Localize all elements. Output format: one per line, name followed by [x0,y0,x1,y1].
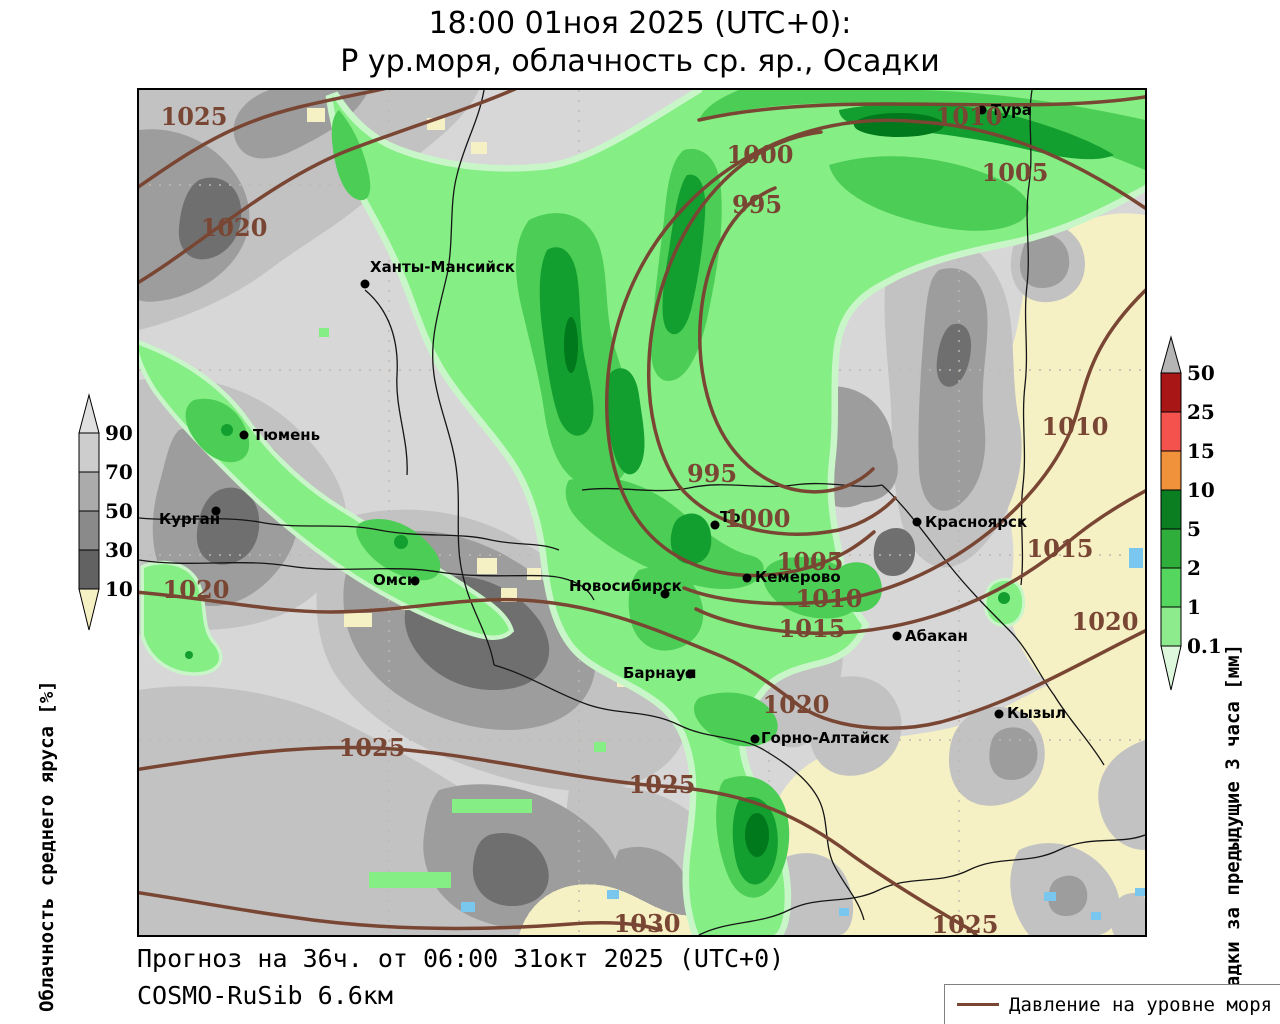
isobar-label: 1005 [776,547,844,576]
isobar-label: 1010 [935,102,1003,131]
svg-text:50: 50 [105,499,133,523]
city-marker [410,576,420,586]
city-marker [710,520,720,530]
city-marker [239,430,249,440]
city-label: Кызыл [1007,704,1067,722]
city-label: Тюмень [253,426,321,444]
svg-text:15: 15 [1187,439,1215,463]
page-title-datetime: 18:00 01ноя 2025 (UTC+0): [428,6,852,41]
isobar-label: 1015 [1026,534,1094,563]
weather-map [139,90,1145,935]
page-title-variables: P ур.моря, облачность ср. яр., Осадки [340,44,940,79]
isobar-label: 995 [686,459,738,488]
city-label: Ханты-Мансийск [370,258,515,276]
cloudiness-colorbar-title: Облачность среднего яруса [%] [36,680,58,1012]
svg-text:0.1: 0.1 [1187,634,1222,658]
isobar-label: 1010 [1041,412,1109,441]
svg-text:5: 5 [1187,517,1201,541]
forecast-info-line: Прогноз на 36ч. от 06:00 31окт 2025 (UTC… [137,944,785,973]
isobar-label: 1020 [162,575,230,604]
isobar-label: 1030 [613,909,681,938]
isobar-label: 1000 [723,504,791,533]
city-label: Курган [159,510,221,528]
isobar-label: 1025 [931,910,999,939]
city-marker [750,734,760,744]
isobar-label: 1010 [795,584,863,613]
weather-map-frame: Тура Ханты-Мансийск Тюмень Курган Омск Новоси… [137,88,1147,937]
isobar-label: 1020 [200,213,268,242]
svg-text:25: 25 [1187,400,1215,424]
city-label: Кемерово [755,568,841,586]
city-marker [742,573,752,583]
isobar-label: 1025 [628,770,696,799]
svg-text:1: 1 [1187,595,1201,619]
region-borders [139,90,1145,935]
city-marker [977,105,987,115]
isobar-label: 1015 [778,614,846,643]
model-info-line: COSMO-RuSib 6.6км [137,981,393,1010]
city-marker [892,631,902,641]
city-label: То [720,508,741,526]
isobars [139,90,1145,935]
pressure-legend-box: Давление на уровне моря [944,984,1280,1024]
svg-text:70: 70 [105,460,133,484]
isobar-label: 1020 [1071,607,1139,636]
isobar-label: 995 [731,190,783,219]
city-label: Омск [373,571,418,589]
svg-text:30: 30 [105,538,133,562]
svg-text:10: 10 [1187,478,1215,502]
city-marker [360,279,370,289]
isobar-label: 1025 [338,733,406,762]
svg-text:90: 90 [105,421,133,445]
cloudiness-colorbar: 90 70 50 30 10 [78,393,133,631]
city-label: Барнаул [623,664,697,682]
isobar-label: 1020 [762,690,830,719]
isobar-label: 1005 [981,158,1049,187]
precip-colorbar: 50 25 15 10 5 2 1 0.1 [1160,335,1222,691]
city-label: Горно-Алтайск [761,729,890,747]
pressure-legend-label: Давление на уровне моря [1009,994,1273,1016]
pressure-line-sample [957,1003,999,1006]
city-marker [685,669,695,679]
isobar-label: 1025 [160,102,228,131]
city-label: Новосибирск [569,577,682,595]
map-label-overlay: Тура Ханты-Мансийск Тюмень Курган Омск Новоси… [139,90,1145,939]
water-bodies [461,548,1145,920]
svg-text:50: 50 [1187,361,1215,385]
city-marker [660,589,670,599]
svg-text:2: 2 [1187,556,1201,580]
isobar-label: 1000 [726,140,794,169]
city-marker [211,506,221,516]
city-label: Абакан [905,627,968,645]
svg-text:10: 10 [105,577,133,601]
city-label: Тура [991,101,1032,119]
city-marker [912,517,922,527]
city-marker [994,709,1004,719]
city-label: Красноярск [925,513,1028,531]
